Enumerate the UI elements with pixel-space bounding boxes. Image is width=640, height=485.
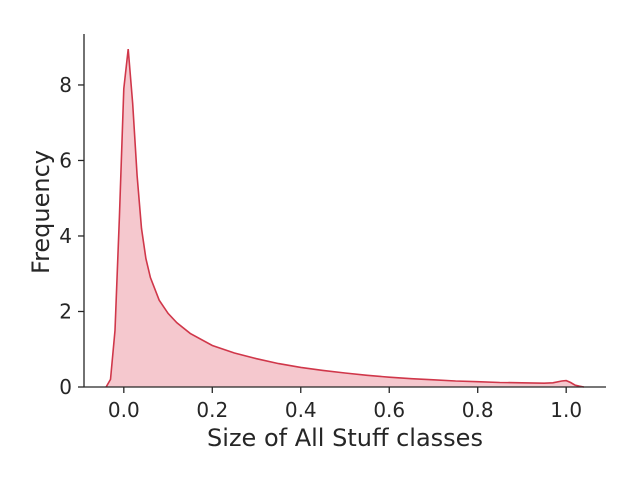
y-tick-label: 0	[59, 375, 72, 399]
x-tick-label: 0.0	[108, 398, 140, 422]
x-tick-label: 0.2	[196, 398, 228, 422]
density-area-fill	[106, 49, 584, 387]
x-tick-label: 1.0	[550, 398, 582, 422]
density-line	[105, 49, 585, 388]
y-tick-label: 6	[59, 148, 72, 172]
y-tick-label: 2	[59, 299, 72, 323]
x-tick-label: 0.8	[462, 398, 494, 422]
x-axis-ticks: 0.0 0.2 0.4 0.6 0.8 1.0	[108, 387, 582, 422]
y-tick-label: 8	[59, 73, 72, 97]
y-axis-ticks: 0 2 4 6 8	[59, 73, 84, 399]
x-axis-label: Size of All Stuff classes	[207, 424, 483, 452]
x-tick-label: 0.4	[285, 398, 317, 422]
y-axis-label: Frequency	[27, 150, 55, 274]
y-tick-label: 4	[59, 224, 72, 248]
x-tick-label: 0.6	[373, 398, 405, 422]
